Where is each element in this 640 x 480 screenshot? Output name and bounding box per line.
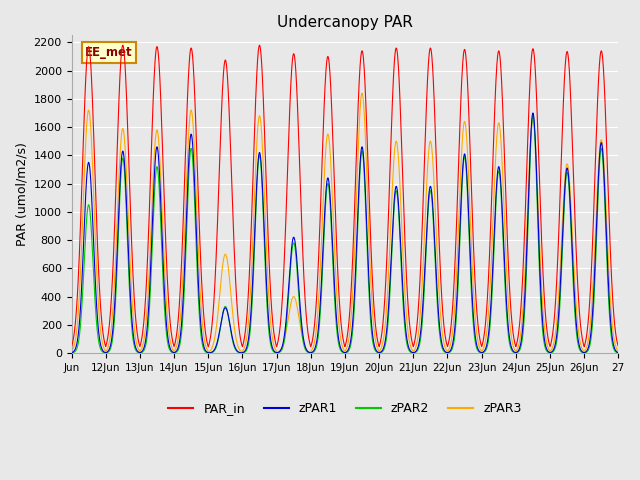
Legend: PAR_in, zPAR1, zPAR2, zPAR3: PAR_in, zPAR1, zPAR2, zPAR3 (163, 397, 527, 420)
Title: Undercanopy PAR: Undercanopy PAR (277, 15, 413, 30)
Text: EE_met: EE_met (85, 46, 133, 59)
Y-axis label: PAR (umol/m2/s): PAR (umol/m2/s) (15, 142, 28, 246)
